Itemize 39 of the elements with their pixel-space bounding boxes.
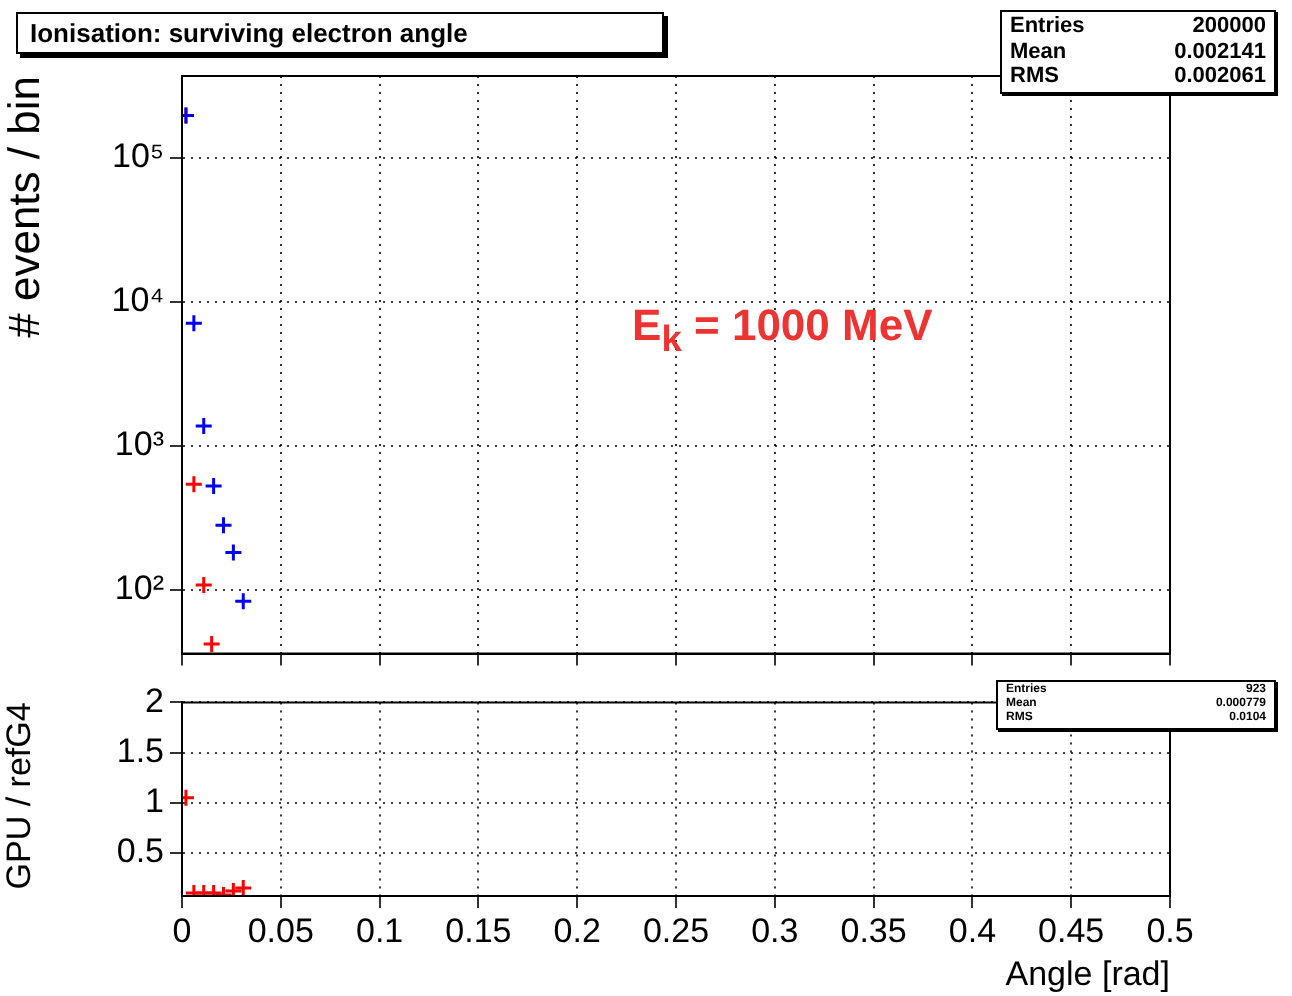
point: [194, 416, 214, 436]
x-tick-label: 0.4: [948, 911, 997, 950]
y-axis-title: # events / bin: [0, 76, 49, 338]
annotation: E$_{k}$ = 1000 MeV: [632, 300, 933, 361]
x-tick-label: 0.45: [1038, 911, 1105, 950]
text: Mean: [1010, 39, 1067, 65]
point: [184, 313, 204, 333]
y-tick-label: 10²: [114, 569, 165, 608]
y-tick-label: 0.5: [116, 832, 164, 871]
x-tick-label: 0.1: [355, 911, 404, 950]
x-tick-label: 0.2: [553, 911, 601, 950]
text: 0.002141: [1174, 39, 1266, 65]
y-tick-label: 1: [145, 782, 164, 821]
x-tick-label: 0.35: [840, 911, 907, 950]
x-axis-title: Angle [rad]: [1005, 954, 1170, 993]
x-tick-label: 0.25: [642, 911, 710, 950]
point: [233, 591, 253, 611]
y-tick-label: 10⁵: [112, 137, 164, 176]
x-tick-label: 0: [172, 911, 192, 950]
text: 200000: [1192, 14, 1266, 40]
y-axis-title: GPU / refG4: [0, 702, 38, 890]
text: Entries: [1010, 14, 1085, 40]
annotation: RMS: [1010, 64, 1059, 90]
x-tick-label: 0.5: [1146, 911, 1194, 950]
text: 0.002061: [1174, 64, 1266, 90]
point: [184, 474, 204, 494]
y-tick-label: 10⁴: [111, 281, 164, 320]
x-tick-label: 0.3: [751, 911, 799, 950]
x-tick-label: 0.05: [247, 911, 314, 950]
y-tick-label: 1.5: [116, 731, 164, 770]
y-tick-label: 2: [145, 681, 164, 720]
point: [214, 515, 233, 535]
point: [223, 543, 243, 563]
point: [202, 634, 222, 654]
chart-title: Ionisation: surviving electron angle: [16, 12, 664, 54]
point: [194, 575, 214, 595]
y-tick-label: 10³: [114, 425, 165, 464]
x-tick-label: 0.15: [445, 911, 512, 950]
point: [204, 476, 224, 496]
